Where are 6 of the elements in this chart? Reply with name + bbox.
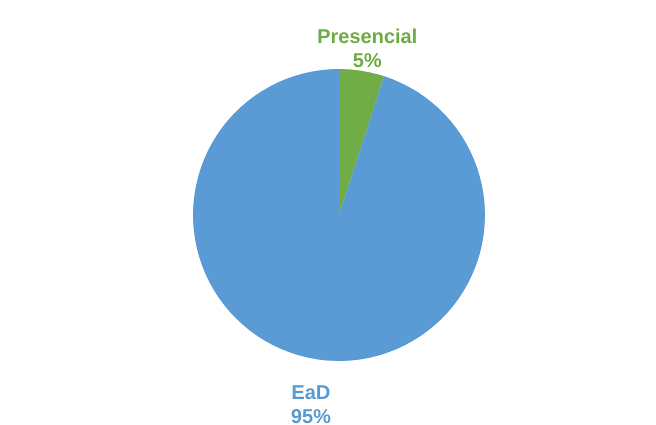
data-label: 5% xyxy=(352,50,382,72)
pie-slice xyxy=(339,69,384,215)
slice-label: EaD xyxy=(291,382,330,404)
slice-label: Presencial xyxy=(317,26,418,48)
pie-slice xyxy=(193,69,485,361)
data-label: 95% xyxy=(290,406,332,425)
